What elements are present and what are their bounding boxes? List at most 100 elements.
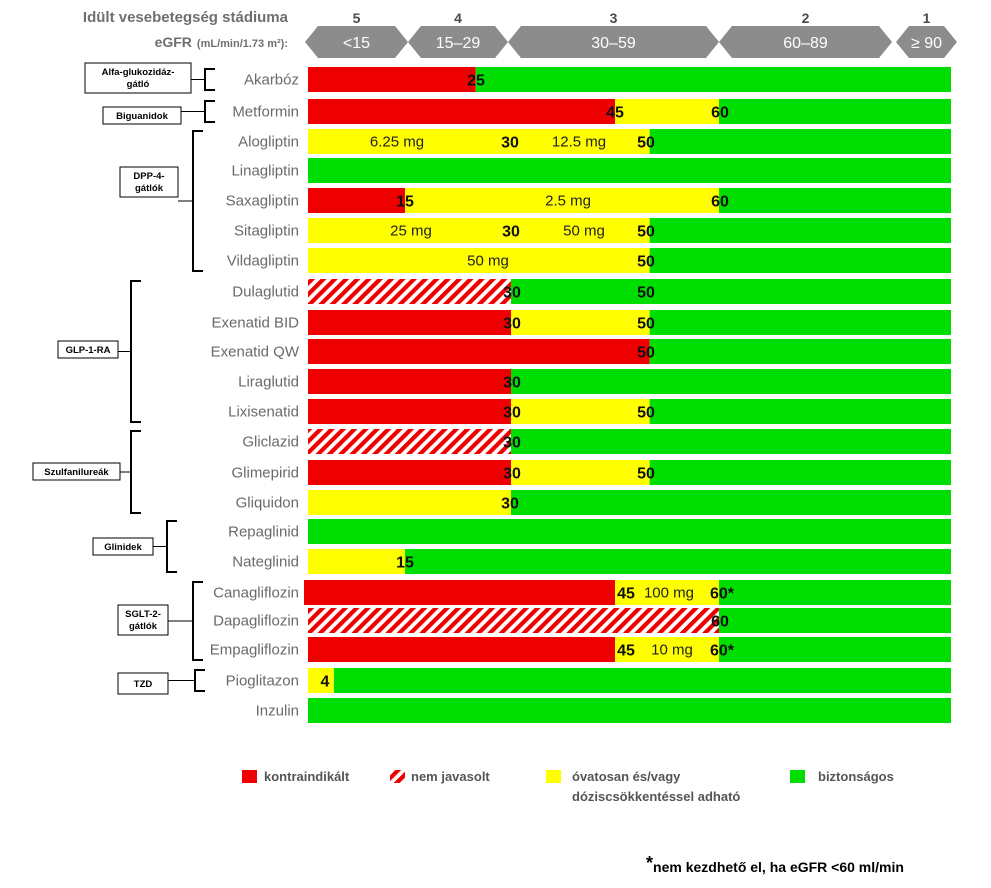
bar-segment-yellow: [308, 129, 650, 154]
drug-class: Biguanidok: [102, 100, 215, 125]
bar-segment-red: [308, 637, 615, 662]
drug-name: Linagliptin: [231, 163, 299, 180]
class-name: TZD: [134, 679, 153, 690]
bar-segment-green: [719, 580, 951, 605]
dose-label: 50 mg: [467, 253, 509, 270]
dose-label: 6.25 mg: [370, 134, 424, 151]
drug-row: Vildagliptin 50 mg 50: [227, 248, 951, 273]
threshold-label: 30: [503, 466, 521, 483]
drug-name: Sitagliptin: [234, 223, 299, 240]
drug-name: Gliclazid: [242, 434, 299, 451]
class-label-box: [117, 672, 169, 695]
bar-segment-yellow: [308, 668, 334, 693]
threshold-label: 15: [396, 194, 414, 211]
stage-arrow-2: [719, 26, 892, 58]
bar-segment-yellow: [308, 549, 405, 574]
class-name-line2: gátló: [127, 79, 150, 90]
stage-arrows: 5 <15 4 15–29 3 30–59 2 60–89 1 ≥ 90: [305, 10, 957, 58]
drug-class: DPP-4-gátlók: [119, 130, 203, 272]
bar-segment-green: [649, 399, 951, 424]
class-brackets: Alfa-glukozidáz-gátlóBiguanidokDPP-4-gát…: [32, 62, 215, 695]
threshold-label: 50: [637, 224, 655, 241]
drug-class: SGLT-2-gátlók: [117, 581, 203, 661]
drug-rows: Akarbóz 25 Metformin 45 60 Alogliptin 6.25 mg 1…: [210, 67, 951, 723]
drug-name: Alogliptin: [238, 134, 299, 151]
threshold-label: 50: [637, 285, 655, 302]
legend-item-red: kontraindikált: [242, 769, 350, 784]
class-bracket: [204, 68, 215, 91]
legend: kontraindikált nem javasolt óvatosan és/va…: [242, 769, 894, 804]
class-bracket: [192, 581, 203, 661]
legend-swatch: [242, 770, 257, 783]
bar-segment-red: [304, 580, 615, 605]
bar-segment-yellow: [511, 460, 650, 485]
drug-row: Alogliptin 6.25 mg 12.5 mg 30 50: [238, 129, 951, 154]
class-name-line2: gátlók: [135, 183, 164, 194]
bar-segment-yellow: [405, 188, 719, 213]
legend-item-yellow: óvatosan és/vagy dóziscsökkentéssel adhat…: [546, 769, 740, 804]
class-name: SGLT-2-: [125, 609, 161, 620]
bar-segment-red: [308, 339, 650, 364]
drug-name: Vildagliptin: [227, 253, 299, 270]
class-name: Glinidek: [104, 542, 142, 553]
dose-label: 10 mg: [651, 642, 693, 659]
bar-segment-green: [649, 218, 951, 243]
bar-segment-green: [511, 490, 951, 515]
threshold-label: 50: [637, 316, 655, 333]
threshold-label: 30: [503, 435, 521, 452]
class-label-box: [119, 166, 179, 198]
drug-name: Canagliflozin: [213, 585, 299, 602]
drug-row: Exenatid BID 30 50: [211, 310, 951, 335]
bar-segment-green: [511, 429, 951, 454]
drug-row: Inzulin: [256, 698, 951, 723]
bar-segment-green: [511, 369, 951, 394]
legend-swatch: [790, 770, 805, 783]
threshold-label: 25: [467, 73, 485, 90]
drug-name: Pioglitazon: [226, 673, 299, 690]
drug-row: Metformin 45 60: [232, 99, 951, 124]
drug-name: Saxagliptin: [226, 193, 299, 210]
drug-row: Akarbóz 25: [244, 67, 951, 92]
bar-segment-red: [308, 369, 511, 394]
drug-row: Canagliflozin 100 mg 45 60*: [213, 580, 951, 605]
drug-class: Glinidek: [92, 520, 177, 573]
bar-segment-yellow: [511, 310, 650, 335]
class-bracket: [130, 430, 141, 514]
class-name: DPP-4-: [133, 171, 164, 182]
legend-label: óvatosan és/vagy: [572, 769, 681, 784]
threshold-label: 50: [637, 254, 655, 271]
drug-name: Gliquidon: [236, 495, 299, 512]
legend-swatch: [390, 770, 405, 783]
drug-class: Szulfanilureák: [32, 430, 141, 514]
bar-segment-yellow: [615, 637, 719, 662]
threshold-label: 50: [637, 345, 655, 362]
drug-row: Exenatid QW 50: [211, 339, 951, 364]
bar-segment-green: [475, 67, 951, 92]
stage-number: 1: [923, 10, 931, 26]
bar-segment-green: [649, 310, 951, 335]
stage-arrow-3: [508, 26, 719, 58]
drug-row: Saxagliptin 2.5 mg 15 60: [226, 188, 951, 213]
bar-segment-green: [719, 99, 951, 124]
bar-segment-green: [719, 637, 951, 662]
bar-segment-green: [649, 129, 951, 154]
legend-label: kontraindikált: [264, 769, 350, 784]
class-label-box: [32, 462, 121, 481]
drug-row: Lixisenatid 30 50: [228, 399, 951, 424]
stage-range-label: 60–89: [783, 35, 828, 52]
bar-segment-red: [308, 310, 511, 335]
threshold-label: 60: [711, 194, 729, 211]
class-label-box: [84, 62, 192, 94]
class-name: GLP-1-RA: [66, 345, 111, 356]
drug-row: Dulaglutid 30 50: [232, 279, 951, 304]
bar-segment-green: [649, 339, 951, 364]
threshold-label: 60: [711, 105, 729, 122]
dose-label: 50 mg: [563, 223, 605, 240]
bar-segment-green: [511, 279, 951, 304]
class-bracket: [192, 130, 203, 272]
class-label-box: [57, 340, 119, 359]
class-bracket: [194, 669, 205, 692]
legend-label: nem javasolt: [411, 769, 490, 784]
stage-number: 2: [802, 10, 810, 26]
